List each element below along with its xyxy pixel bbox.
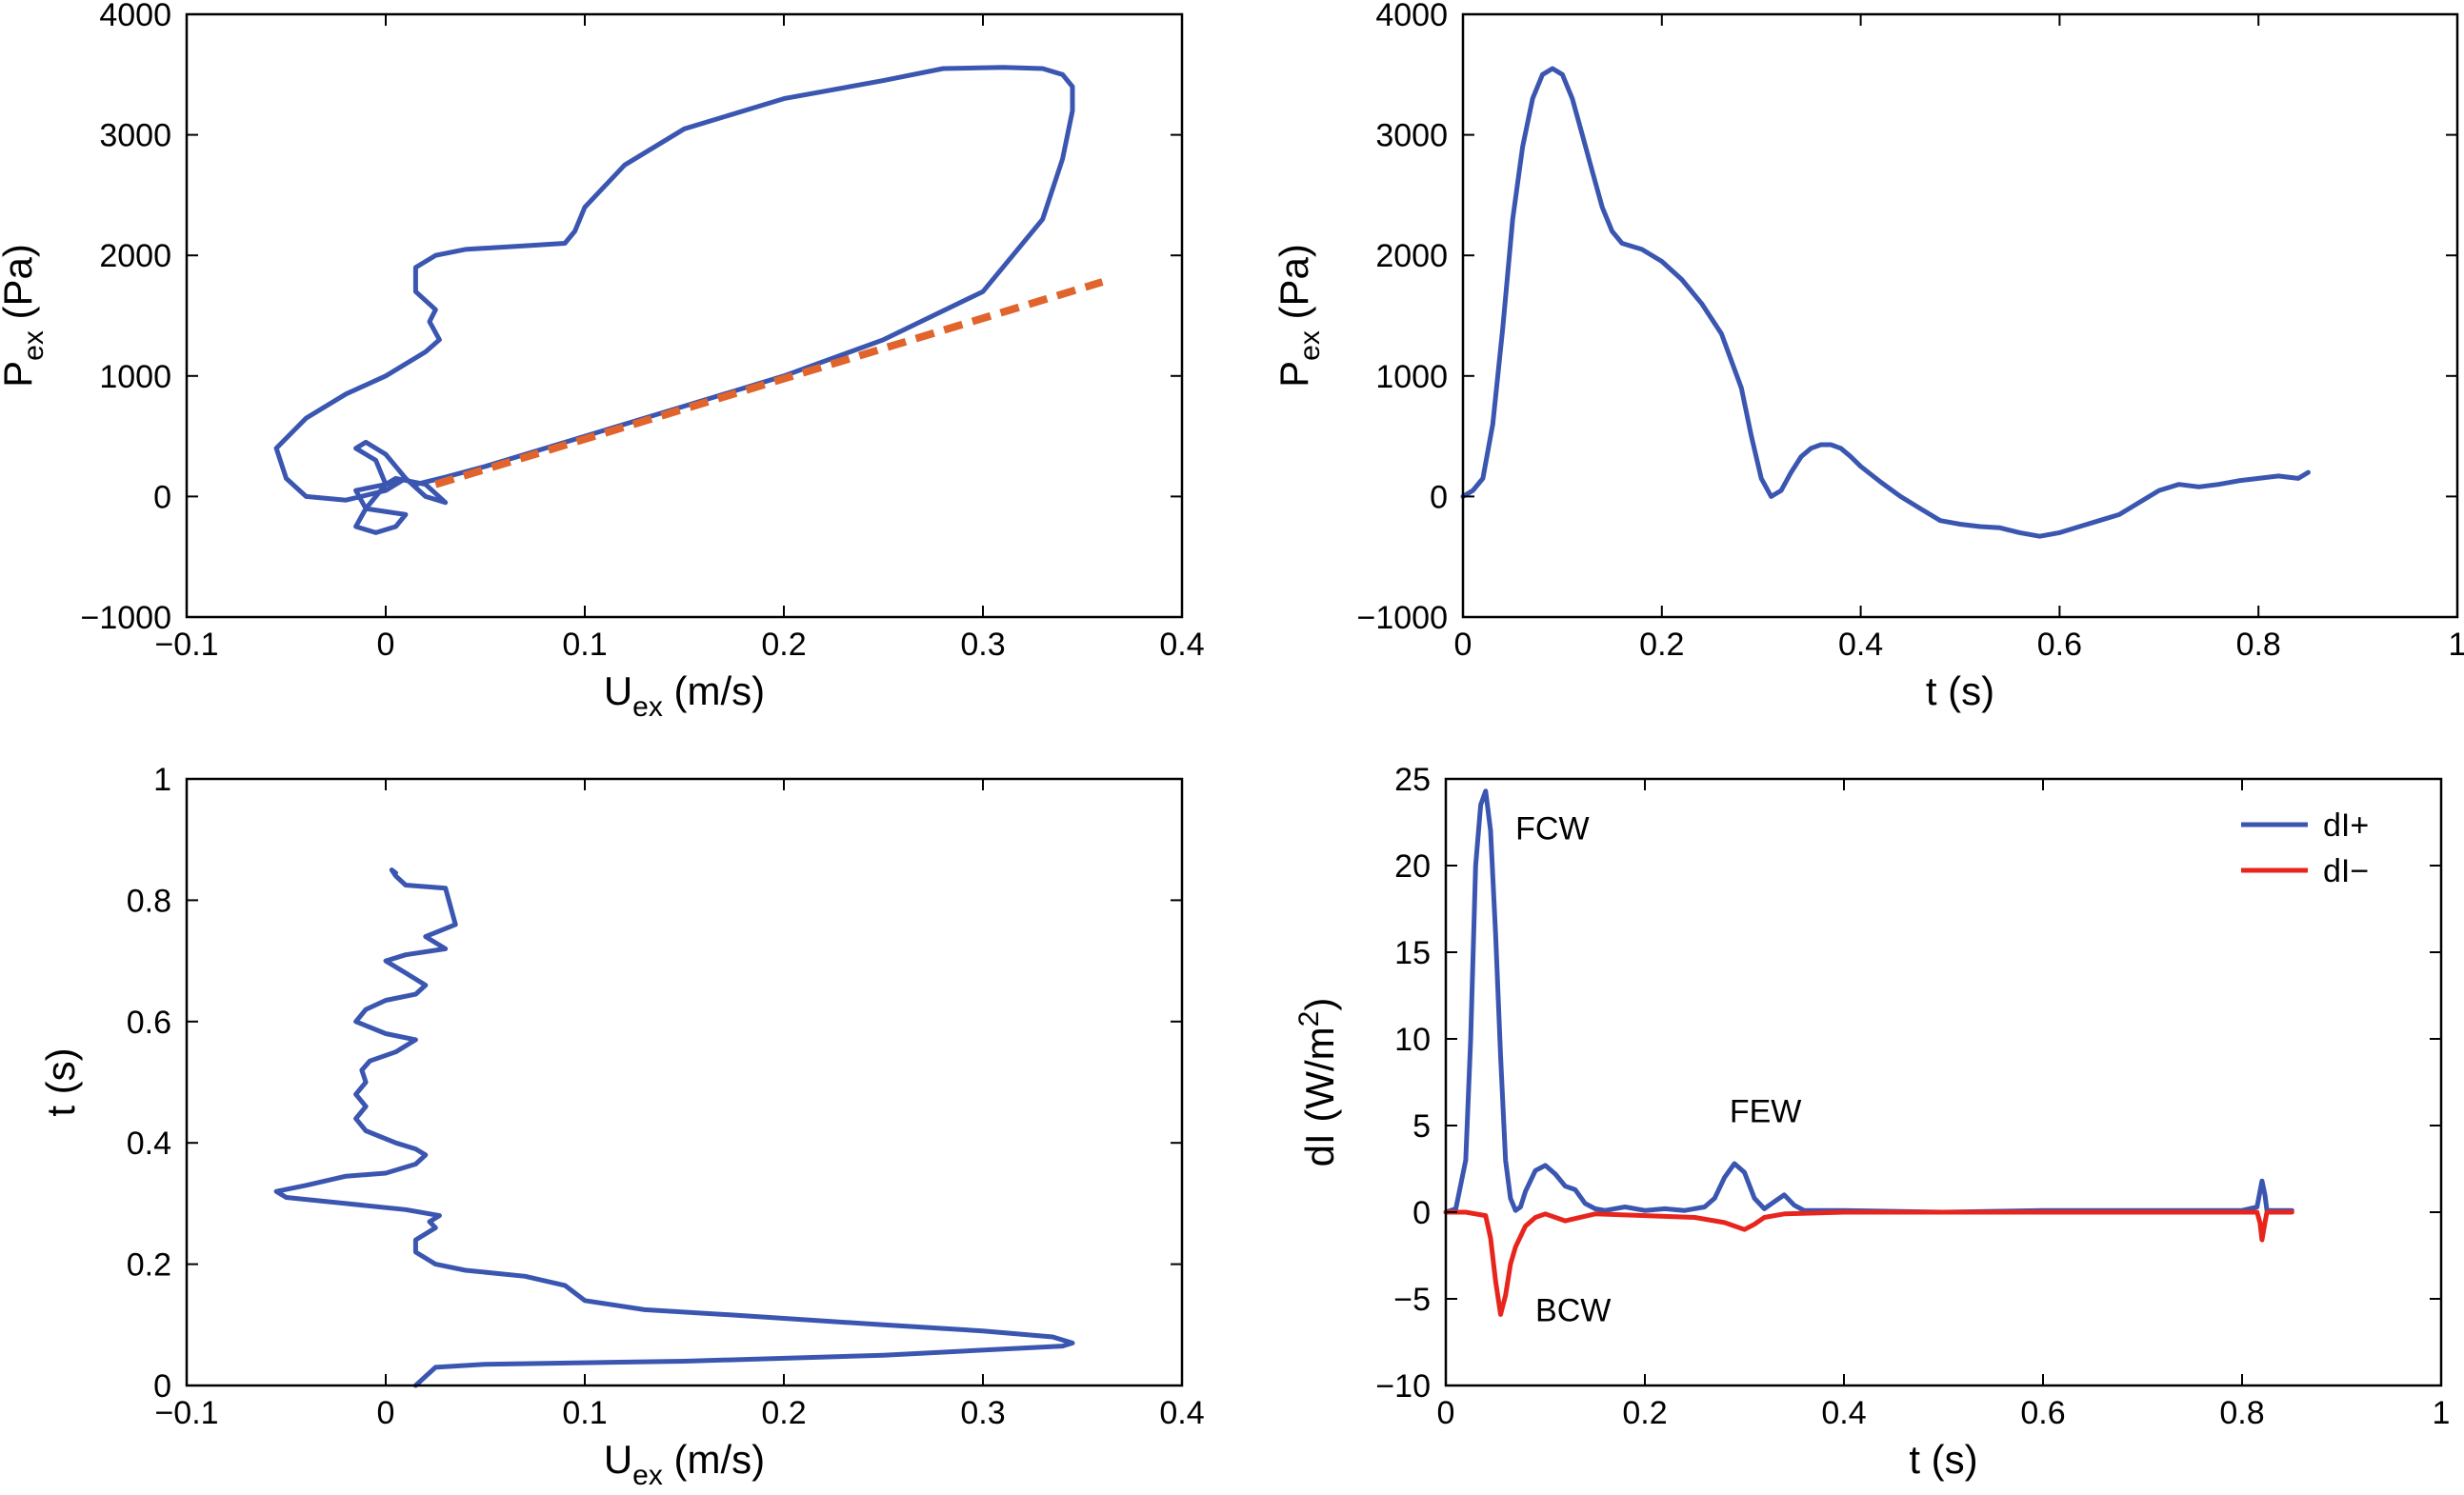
y-tick-label: −5 [1393, 1282, 1431, 1318]
x-tick-label: 0 [377, 627, 395, 663]
x-axis-label: t (s) [1909, 1437, 1977, 1482]
x-tick-label: 0.4 [1159, 1395, 1204, 1431]
legend-label: dI− [2323, 853, 2369, 889]
y-axis-label-sup: 2 [1293, 1011, 1325, 1027]
y-tick-label: 0.2 [127, 1247, 171, 1284]
y-tick-label: −1000 [81, 600, 172, 636]
x-axis-label: Uex (m/s) [604, 1437, 765, 1491]
x-axis-label-base: U [604, 668, 632, 713]
x-tick-label: 0 [377, 1395, 395, 1431]
x-tick-label: 0.2 [1639, 627, 1684, 663]
x-tick-label: 0.2 [761, 627, 806, 663]
plot-frame [185, 12, 1184, 619]
x-axis-label-unit: (m/s) [663, 1437, 765, 1482]
x-tick-label: 0 [1454, 627, 1472, 663]
y-tick-label: 0 [153, 479, 171, 515]
y-axis-label: Pex (Pa) [0, 244, 50, 388]
plot-frame [1444, 777, 2443, 1387]
x-axis-label-sub: ex [632, 1460, 663, 1491]
x-axis-label-unit: (m/s) [663, 668, 765, 713]
y-tick-label: 0.6 [127, 1005, 171, 1041]
series-line-di [1443, 788, 2294, 1215]
y-tick-label: −10 [1375, 1368, 1431, 1405]
y-tick-label: 0 [1412, 1195, 1431, 1231]
x-tick-label: 0.2 [761, 1395, 806, 1431]
y-axis-label-sub: ex [18, 330, 50, 361]
x-tick-label: 0.6 [2020, 1395, 2065, 1431]
annotation-bcw: BCW [1535, 1293, 1611, 1329]
y-axis-label-base: P [0, 361, 40, 388]
series-line-di [1443, 1209, 2294, 1317]
y-tick-label: 2000 [99, 238, 171, 274]
y-axis-label: dI (W/m2) [1293, 998, 1342, 1167]
y-tick-label: 1000 [99, 359, 171, 395]
x-axis-label-base: U [604, 1437, 632, 1482]
y-tick-label: 3000 [1375, 118, 1448, 154]
y-axis-label-unit: (Pa) [0, 244, 40, 330]
panel-p-vs-u: −0.1 0 0.1 0.2 0.3 0.4 −1000 0 1000 2000 3000 4000 U… [0, 0, 1205, 723]
y-axis-label-sub: ex [1294, 330, 1326, 361]
x-tick-label: 0.4 [1838, 627, 1883, 663]
y-tick-label: 1 [153, 762, 171, 798]
y-tick-label: 0.8 [127, 883, 171, 919]
y-tick-label: 0.4 [127, 1126, 171, 1162]
y-tick-label: 15 [1394, 935, 1431, 971]
legend: dI+ dI− [2241, 807, 2369, 889]
x-tick-label: 0.3 [960, 627, 1005, 663]
y-tick-label: 0 [1430, 479, 1448, 515]
y-tick-label: 25 [1394, 762, 1431, 798]
x-tick-label: 0.8 [2219, 1395, 2264, 1431]
x-axis-label-base: t (s) [1926, 668, 1994, 713]
plot-frame [185, 777, 1184, 1387]
x-tick-label: 1 [2449, 627, 2464, 663]
y-tick-label: 0 [153, 1368, 171, 1405]
x-tick-label: 0.3 [960, 1395, 1005, 1431]
x-tick-label: 0.4 [1159, 627, 1204, 663]
series-line-1 [434, 278, 1104, 488]
legend-label: dI+ [2323, 807, 2369, 844]
series-line-0 [273, 867, 1075, 1388]
y-axis-label: t (s) [38, 1047, 83, 1116]
x-axis-label: Uex (m/s) [604, 668, 765, 723]
y-tick-label: 3000 [99, 118, 171, 154]
y-tick-label: 5 [1412, 1108, 1431, 1145]
y-tick-label: −1000 [1357, 600, 1449, 636]
x-tick-label: 0.4 [1821, 1395, 1866, 1431]
y-axis-label-base: t (s) [38, 1047, 83, 1116]
panel-di-vs-t: 0 0.2 0.4 0.6 0.8 1 −10 −5 0 5 10 15 20 25 t (s) dI (W/… [1293, 762, 2450, 1482]
x-tick-label: 0.1 [562, 1395, 607, 1431]
annotation-fcw: FCW [1515, 811, 1589, 847]
y-axis-label-base: dI (W/m [1297, 1027, 1342, 1166]
x-tick-label: −0.1 [154, 1395, 218, 1431]
y-tick-label: 10 [1394, 1022, 1431, 1058]
y-tick-label: 2000 [1375, 238, 1448, 274]
y-tick-label: 1000 [1375, 359, 1448, 395]
y-tick-label: 4000 [1375, 0, 1448, 33]
y-axis-label: Pex (Pa) [1272, 244, 1326, 388]
y-tick-label: 20 [1394, 848, 1431, 885]
annotation-few: FEW [1730, 1093, 1802, 1129]
x-tick-label: 0 [1437, 1395, 1455, 1431]
x-axis-label: t (s) [1926, 668, 1994, 713]
x-tick-label: 0.2 [1622, 1395, 1667, 1431]
plot-frame [1461, 12, 2459, 619]
x-axis-label-base: t (s) [1909, 1437, 1977, 1482]
x-tick-label: 1 [2433, 1395, 2451, 1431]
x-tick-label: 0.6 [2037, 627, 2082, 663]
x-tick-label: 0.1 [562, 627, 607, 663]
y-tick-label: 4000 [99, 0, 171, 33]
y-axis-label-unit: (Pa) [1272, 244, 1316, 330]
x-tick-label: −0.1 [154, 627, 218, 663]
x-tick-label: 0.8 [2236, 627, 2281, 663]
x-axis-label-sub: ex [632, 691, 663, 723]
series-line-0 [1460, 66, 2311, 539]
y-axis-label-unit: ) [1297, 998, 1342, 1011]
series-line-0 [273, 65, 1075, 535]
y-axis-label-base: P [1272, 361, 1316, 388]
